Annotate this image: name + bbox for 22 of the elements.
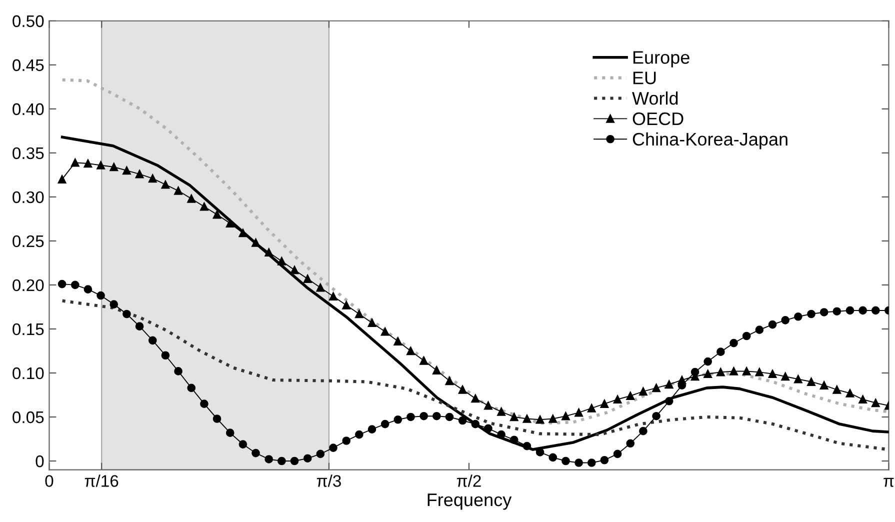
legend-label: EU [633,72,656,84]
legend-label: China-Korea-Japan [632,132,788,150]
y-tick-label: 0.35 [12,147,44,160]
x-tick-label: π/2 [456,474,481,487]
x-axis-title: Frequency [428,494,512,510]
y-tick-label: 0 [36,455,44,468]
y-tick-label: 0.10 [12,367,44,380]
legend-label: OECD [632,112,684,126]
x-tick-label: 0 [45,475,54,487]
legend-label: Europe [633,51,690,68]
y-tick-label: 0.45 [12,59,44,72]
x-tick-label: π/16 [84,474,118,487]
y-tick-label: 0.25 [12,235,44,248]
x-tick-label: π/3 [316,474,341,487]
y-tick-label: 0.40 [12,103,44,116]
y-tick-label: 0.20 [12,279,44,292]
legend-label: World [632,91,678,105]
y-tick-label: 0.05 [12,411,44,424]
y-tick-label: 0.15 [12,323,44,336]
y-tick-label: 0.30 [12,191,44,204]
y-tick-label: 0.50 [12,15,44,28]
x-tick-label: π [884,478,894,487]
